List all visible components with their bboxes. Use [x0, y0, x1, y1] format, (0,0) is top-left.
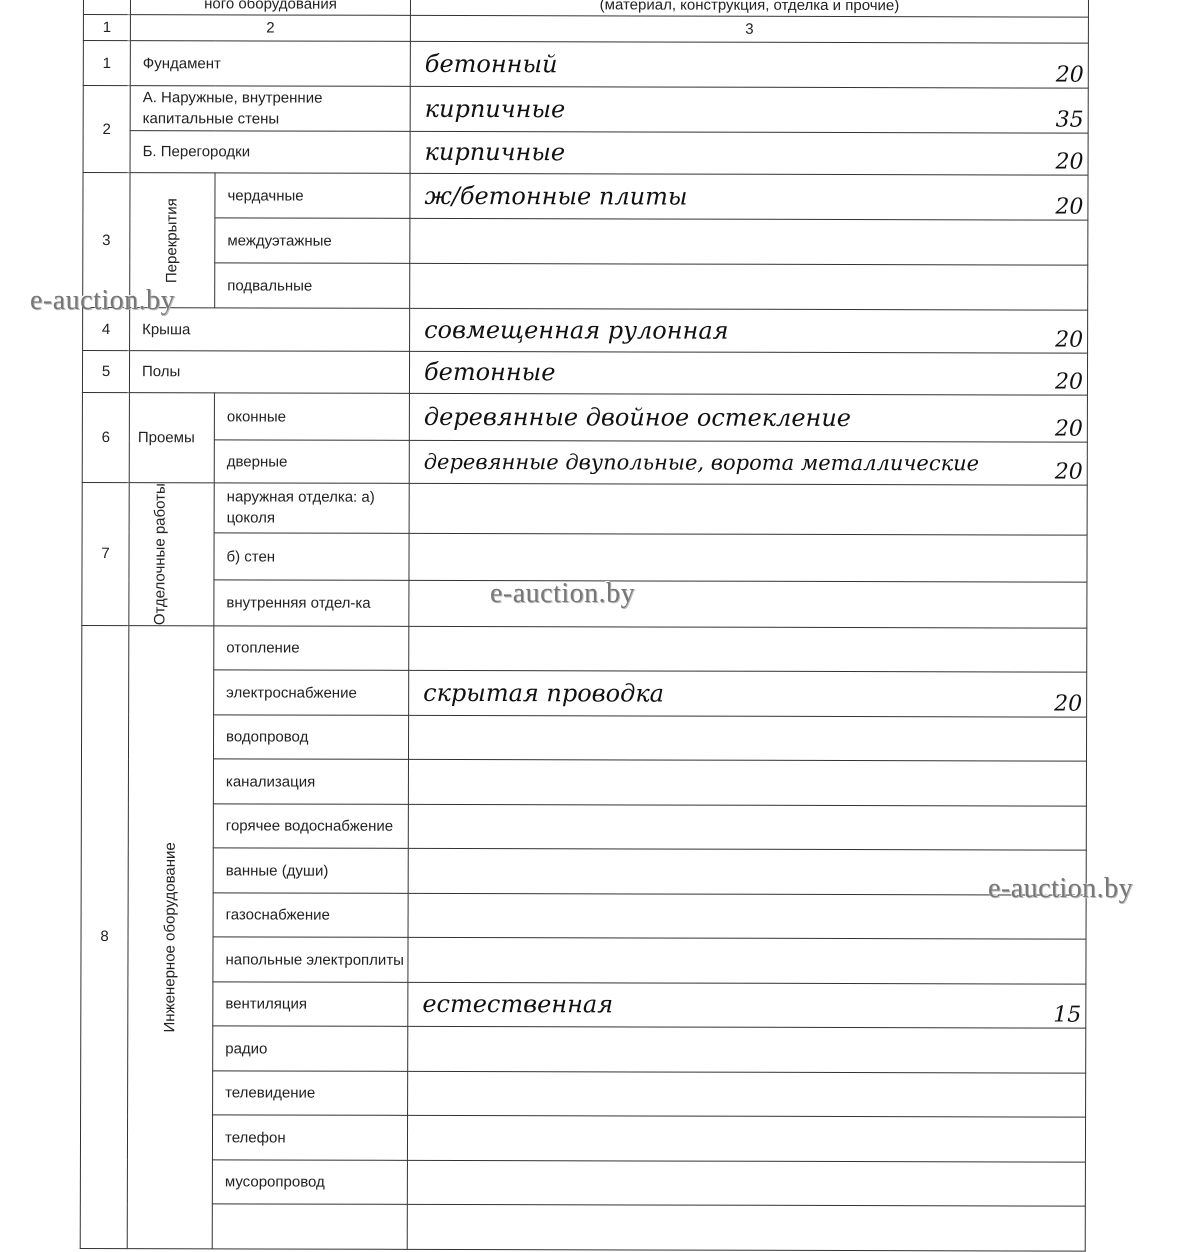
table-row: электроснабжение скрытая проводка 20 [82, 670, 1087, 718]
table-row: телевидение [81, 1070, 1086, 1118]
watermark: e-auction.by [490, 578, 636, 609]
row-label: канализация [213, 759, 409, 805]
row-label: наружная отделка: а) цоколя [214, 482, 410, 534]
row-label: мусоропровод [212, 1159, 408, 1205]
row-number: 7 [81, 482, 130, 626]
group-label: Перекрытия [163, 197, 181, 283]
col-number: 2 [130, 14, 411, 42]
table-row: мусоропровод [80, 1159, 1086, 1207]
row-value [408, 759, 1087, 807]
row-number: 2 [83, 85, 131, 173]
row-label: А. Наружные, внутренние капитальные стен… [130, 85, 411, 132]
row-label: оконные [214, 392, 410, 441]
group-label: Отделочные работы [151, 483, 169, 626]
group-label: Проемы [129, 392, 215, 483]
row-number: 6 [82, 392, 130, 483]
table-row: канализация [81, 759, 1087, 807]
row-value: совмещенная рулонная 20 [409, 308, 1088, 354]
header-col2: ного оборудования [130, 0, 411, 16]
row-label: напольные электроплиты [212, 937, 409, 983]
row-label: отопление [213, 625, 409, 671]
row-value [408, 533, 1088, 583]
row-value: деревянные двойное остекление 20 [409, 393, 1088, 443]
row-label: внутренняя отдел-ка [213, 580, 409, 627]
row-label: междуэтажные [214, 217, 410, 264]
row-label: Полы [129, 350, 410, 394]
row-value [408, 626, 1087, 673]
row-value [409, 483, 1088, 535]
row-label: водопровод [213, 714, 409, 760]
table-row: телефон [80, 1115, 1086, 1163]
table-row: вентиляция естественная 15 [81, 981, 1086, 1029]
row-value [408, 715, 1087, 762]
building-elements-table: ного оборудования (материал, конструкция,… [80, 0, 1089, 1252]
row-number: 8 [80, 625, 129, 1249]
row-value [409, 263, 1088, 311]
row-value [408, 893, 1087, 940]
row-value: кирпичные 20 [410, 131, 1089, 176]
row-value [407, 1204, 1086, 1252]
row-label [212, 1204, 408, 1250]
row-value [407, 1115, 1086, 1163]
row-value: ж/бетонные плиты 20 [409, 173, 1089, 221]
row-value: скрытая проводка 20 [408, 670, 1087, 718]
group-label: Инженерное оборудование [161, 841, 179, 1033]
row-label: газоснабжение [213, 892, 409, 938]
watermark: e-auction.by [988, 873, 1134, 904]
col-number: 3 [410, 15, 1089, 44]
row-value [408, 804, 1087, 851]
row-label: телефон [212, 1115, 408, 1161]
row-label: ванные (души) [213, 848, 409, 894]
row-number: 5 [82, 350, 130, 393]
table-row: горячее водоснабжение [81, 803, 1087, 851]
table-row: водопровод [81, 714, 1087, 762]
row-label: чердачные [214, 172, 411, 219]
row-label: радио [212, 1026, 408, 1072]
row-label: подвальные [214, 262, 410, 309]
row-label: горячее водоснабжение [213, 803, 409, 849]
row-value: бетонный 20 [410, 41, 1089, 89]
row-label: б) стен [213, 532, 410, 581]
row-value [408, 848, 1087, 896]
row-value: кирпичные 35 [410, 86, 1089, 134]
row-value [409, 218, 1088, 266]
row-value: деревянные двупольные, ворота металличес… [409, 440, 1088, 486]
table-row: ванные (души) [81, 848, 1087, 896]
watermark: e-auction.by [30, 285, 176, 316]
table-row: 8 Инженерное оборудование отопление [80, 625, 1087, 1249]
table-row [80, 1204, 1086, 1252]
row-label: вентиляция [212, 981, 408, 1027]
row-label: Б. Перегородки [130, 130, 411, 174]
row-label: Фундамент [130, 40, 411, 87]
row-value: бетонные 20 [409, 351, 1088, 396]
row-label: телевидение [212, 1070, 408, 1116]
header-col3: (материал, конструкция, отделка и прочие… [410, 0, 1089, 18]
row-label: электроснабжение [213, 670, 409, 716]
col-number: 1 [83, 14, 131, 41]
table-row: радио [81, 1026, 1086, 1074]
row-label: дверные [214, 439, 410, 484]
row-value [407, 1026, 1086, 1074]
row-number: 1 [83, 40, 131, 86]
table-row: напольные электроплиты [81, 937, 1087, 985]
row-value: естественная 15 [407, 982, 1086, 1029]
row-value [407, 937, 1087, 985]
row-value [407, 1071, 1086, 1118]
table-row: газоснабжение [81, 892, 1087, 940]
